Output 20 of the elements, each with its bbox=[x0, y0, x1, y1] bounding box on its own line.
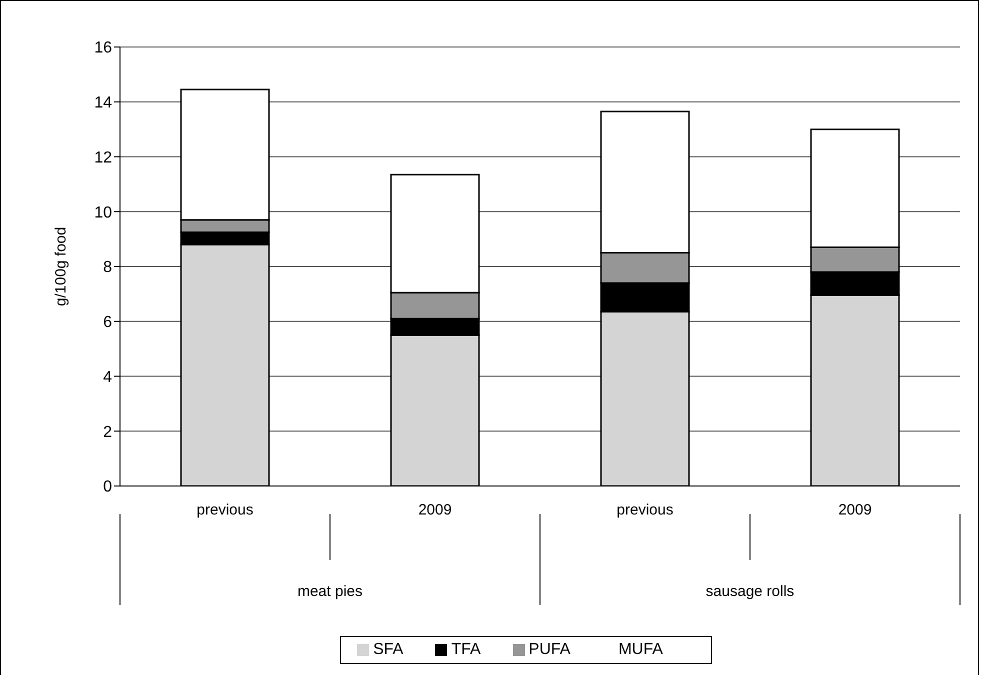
y-tick-label: 8 bbox=[103, 259, 112, 276]
x-tick-label: previous bbox=[196, 502, 254, 519]
x-tick-label: previous bbox=[616, 502, 674, 519]
y-tick-label: 16 bbox=[94, 40, 112, 57]
y-axis-title: g/100g food bbox=[52, 226, 70, 306]
y-tick-label: 14 bbox=[94, 94, 112, 112]
y-tick-label: 10 bbox=[94, 204, 112, 222]
y-tick-label: 2 bbox=[103, 424, 112, 441]
text: sausage rolls bbox=[706, 583, 794, 600]
text: meat pies bbox=[297, 583, 363, 600]
legend-label: TFA bbox=[451, 641, 481, 658]
y-tick-label: 0 bbox=[103, 478, 112, 496]
legend-label: SFA bbox=[373, 641, 404, 658]
text: MUFA bbox=[618, 641, 663, 658]
y-tick-label: 12 bbox=[94, 149, 112, 166]
y-tick-label: 6 bbox=[103, 314, 112, 332]
x-tick-label: 2009 bbox=[418, 502, 452, 519]
x-tick-label: 2009 bbox=[838, 502, 872, 519]
y-tick-label: 4 bbox=[103, 368, 112, 386]
legend-label: PUFA bbox=[528, 641, 570, 658]
